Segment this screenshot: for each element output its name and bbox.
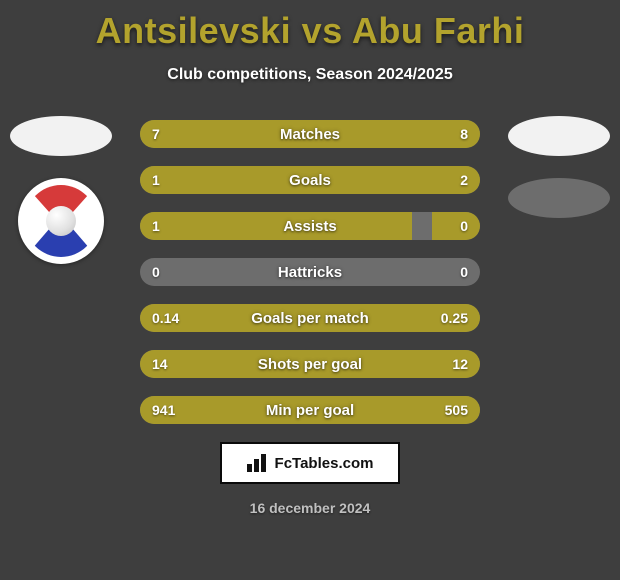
stat-row: 1412Shots per goal [140, 350, 480, 378]
stat-label: Assists [140, 212, 480, 240]
crest-ball-icon [46, 206, 76, 236]
right-ellipse-badge-2 [508, 178, 610, 218]
stat-label: Shots per goal [140, 350, 480, 378]
stat-row: 78Matches [140, 120, 480, 148]
stat-row: 0.140.25Goals per match [140, 304, 480, 332]
right-badge-column [500, 116, 618, 218]
stats-container: 78Matches 12Goals 10Assists 00Hattricks 0.14… [140, 120, 480, 424]
footer-date: 16 december 2024 [0, 500, 620, 516]
content-wrapper: Antsilevski vs Abu Farhi Club competitio… [0, 0, 620, 580]
stat-label: Goals [140, 166, 480, 194]
stat-row: 00Hattricks [140, 258, 480, 286]
bar-chart-icon [247, 454, 269, 472]
stat-row: 10Assists [140, 212, 480, 240]
left-ellipse-badge [10, 116, 112, 156]
stat-label: Hattricks [140, 258, 480, 286]
subtitle: Club competitions, Season 2024/2025 [0, 66, 620, 84]
crest-inner [25, 185, 97, 257]
page-title: Antsilevski vs Abu Farhi [0, 0, 620, 52]
left-badge-column [2, 116, 120, 264]
right-ellipse-badge-1 [508, 116, 610, 156]
stat-row: 12Goals [140, 166, 480, 194]
brand-card[interactable]: FcTables.com [220, 442, 400, 484]
stat-label: Min per goal [140, 396, 480, 424]
stat-row: 941505Min per goal [140, 396, 480, 424]
stat-label: Matches [140, 120, 480, 148]
stat-label: Goals per match [140, 304, 480, 332]
left-crest-badge [18, 178, 104, 264]
brand-text: FcTables.com [275, 455, 374, 472]
